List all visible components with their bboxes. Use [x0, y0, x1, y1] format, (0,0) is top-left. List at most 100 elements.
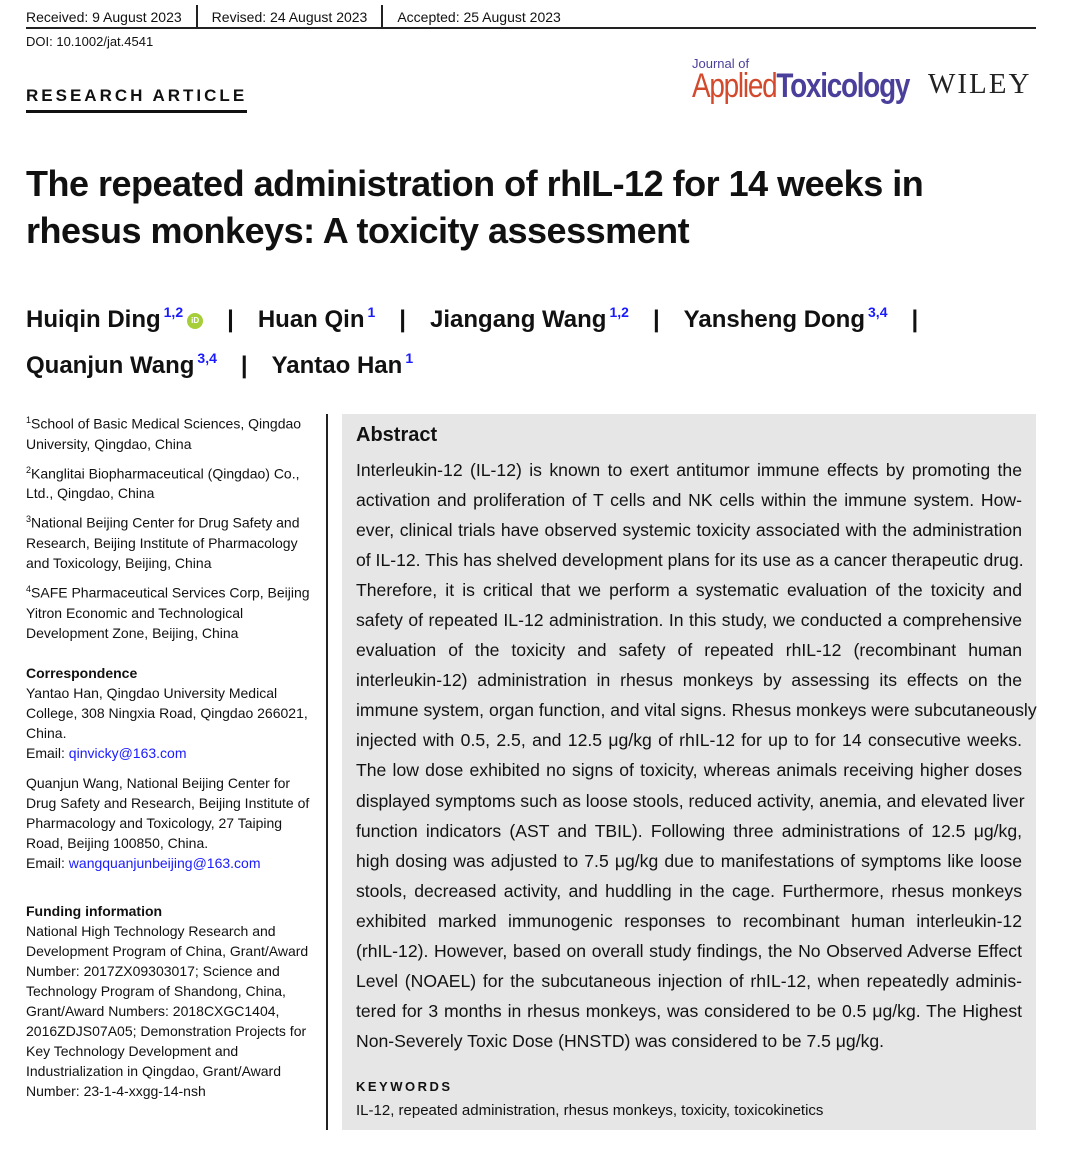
abstract-line: The low dose exhibited no signs of toxic… — [356, 760, 1022, 781]
author-list: Huiqin Ding 1,2iD | Huan Qin 1 | Jiangang Wang… — [26, 293, 1036, 385]
orcid-icon[interactable]: iD — [187, 313, 204, 329]
funding-information: Funding information National High Technol… — [26, 901, 321, 1101]
abstract-line: stools, decreased activity, and huddling… — [356, 880, 1022, 901]
abstract-line: evaluation of the toxicity and safety of… — [356, 640, 1022, 661]
author[interactable]: Jiangang Wang 1,2 — [430, 304, 629, 333]
author[interactable]: Quanjun Wang 3,4 — [26, 350, 217, 379]
affiliation-text: SAFE Pharmaceutical Services Corp, Beiji… — [31, 584, 310, 601]
abstract-line: function indicators (AST and TBIL). Foll… — [356, 820, 1022, 841]
abstract-box: Abstract Interleukin-12 (IL-12) is known… — [342, 414, 1037, 1130]
affiliation-line: and Toxicology, Beijing, China — [26, 553, 321, 573]
author[interactable]: Huiqin Ding 1,2iD — [26, 304, 204, 333]
author-separator: | — [240, 352, 248, 379]
author-affiliation: 3,4 — [868, 304, 888, 320]
affiliation-line: 3National Beijing Center for Drug Safety… — [26, 509, 321, 533]
affiliation-number: 3 — [26, 514, 32, 525]
email-label: Email: — [26, 744, 69, 761]
correspondence-line: Drug Safety and Research, Beijing Instit… — [26, 794, 310, 811]
article-info-column: 1School of Basic Medical Sciences, Qingd… — [26, 410, 321, 1107]
affiliation-text: Development Zone, Beijing, China — [26, 624, 239, 641]
article-title: The repeated administration of rhIL-12 f… — [26, 163, 924, 251]
correspondence-line: Road, Beijing 100850, China. — [26, 834, 209, 851]
affiliation: 2Kanglitai Biopharmaceutical (Qingdao) C… — [26, 460, 321, 504]
affiliation-text: Kanglitai Biopharmaceutical (Qingdao) Co… — [31, 465, 300, 482]
affiliation-line: Development Zone, Beijing, China — [26, 623, 321, 643]
affiliation-number: 2 — [26, 464, 32, 475]
author-separator: | — [227, 306, 234, 333]
affiliation: 3National Beijing Center for Drug Safety… — [26, 509, 321, 573]
publisher-logo: WILEY — [928, 68, 1032, 100]
keywords-heading: KEYWORDS — [356, 1079, 453, 1094]
correspondence-line: China. — [26, 724, 67, 741]
affiliation-line: Ltd., Qingdao, China — [26, 483, 321, 503]
funding-line: Technology Program of Shandong, China, — [26, 982, 286, 999]
funding-line: Development Program of China, Grant/Awar… — [26, 942, 309, 959]
affiliation-line: 4SAFE Pharmaceutical Services Corp, Beij… — [26, 579, 321, 603]
abstract-heading: Abstract — [356, 424, 438, 446]
affiliation-line: 1School of Basic Medical Sciences, Qingd… — [26, 410, 321, 434]
correspondence-entry: Yantao Han, Qingdao University Medical Co… — [26, 683, 321, 763]
journal-logo: Journal of AppliedToxicology — [692, 56, 957, 105]
column-divider — [326, 414, 328, 1130]
author-affiliation: 1,2 — [163, 304, 184, 320]
author-separator: | — [399, 306, 407, 333]
author-name[interactable]: Huan Qin — [257, 306, 365, 333]
author-affiliation: 1,2 — [609, 304, 629, 320]
abstract-line: of IL-12. This has shelved development p… — [356, 550, 1024, 571]
affiliation-line: University, Qingdao, China — [26, 434, 321, 454]
affiliation-text: Yitron Economic and Technological — [26, 604, 244, 621]
received-date: Received: 9 August 2023 — [26, 9, 182, 25]
affiliation-text: School of Basic Medical Sciences, Qingda… — [31, 415, 302, 432]
correspondence-line: College, 308 Ningxia Road, Qingdao 26602… — [26, 704, 308, 721]
funding-line: Grant/Award Numbers: 2018CXGC1404, — [26, 1002, 280, 1019]
author[interactable]: Yantao Han 1 — [271, 350, 414, 379]
funding-line: Industrialization in Qingdao, Grant/Awar… — [26, 1062, 281, 1079]
affiliation-line: Yitron Economic and Technological — [26, 603, 321, 623]
abstract-line: Therefore, it is critical that we perfor… — [356, 580, 1022, 601]
correspondence-entry: Quanjun Wang, National Beijing Center fo… — [26, 773, 321, 873]
funding-line: Number: 23-1-4-xxgg-14-nsh — [26, 1082, 206, 1099]
email-line: Email: qinvicky@163.com — [26, 743, 321, 763]
abstract-line: safety of repeated IL-12 administration.… — [356, 610, 1022, 631]
email-label: Email: — [26, 854, 69, 871]
article-type: RESEARCH ARTICLE — [26, 86, 248, 113]
journal-logo-toxicology: Toxicology — [776, 67, 910, 105]
author-affiliation: 3,4 — [197, 350, 217, 366]
revised-date: Revised: 24 August 2023 — [195, 5, 382, 29]
correspondence-line: Yantao Han, Qingdao University Medical — [26, 684, 278, 701]
keywords: IL-12, repeated administration, rhesus m… — [356, 1102, 824, 1119]
abstract-line: high dosing was adjusted to 7.5 μg/kg du… — [356, 850, 1022, 871]
journal-logo-applied: Applied — [692, 67, 778, 105]
correspondence-heading: Correspondence — [26, 664, 138, 681]
header-divider — [26, 27, 1036, 29]
funding-line: 2016ZDJS07A05; Demonstration Projects fo… — [26, 1022, 307, 1039]
affiliation-line: Research, Beijing Institute of Pharmacol… — [26, 533, 321, 553]
abstract-line: immune system, organ function, and vital… — [356, 700, 1037, 721]
author-name[interactable]: Jiangang Wang — [430, 306, 607, 333]
affiliation-text: Research, Beijing Institute of Pharmacol… — [26, 534, 298, 551]
email-line: Email: wangquanjunbeijing@163.com — [26, 853, 321, 873]
funding-line: Number: 2017ZX09303017; Science and — [26, 962, 280, 979]
affiliation-number: 1 — [26, 415, 32, 425]
author-name[interactable]: Yansheng Dong — [683, 306, 866, 333]
author[interactable]: Huan Qin 1 — [257, 304, 375, 333]
author-name[interactable]: Huiqin Ding — [26, 306, 161, 333]
email-link[interactable]: wangquanjunbeijing@163.com — [68, 854, 261, 871]
affiliation-text: Ltd., Qingdao, China — [26, 485, 155, 502]
accepted-date: Accepted: 25 August 2023 — [381, 5, 574, 29]
affiliation-text: and Toxicology, Beijing, China — [26, 554, 212, 571]
email-link[interactable]: qinvicky@163.com — [68, 744, 187, 761]
abstract-line: displayed symptoms such as loose stools,… — [356, 790, 1025, 811]
abstract-line: (rhIL-12). However, based on overall stu… — [356, 940, 1022, 961]
doi[interactable]: DOI: 10.1002/jat.4541 — [26, 34, 154, 49]
abstract-line: ever, clinical trials have observed syst… — [356, 520, 1022, 541]
author-name[interactable]: Quanjun Wang — [26, 352, 195, 379]
author-separator: | — [652, 306, 660, 333]
author-name[interactable]: Yantao Han — [271, 352, 403, 379]
affiliation-text: National Beijing Center for Drug Safety … — [31, 514, 300, 531]
abstract-line: tered for 3 months in rhesus monkeys, wa… — [356, 1000, 1022, 1021]
abstract-line: Interleukin-12 (IL-12) is known to exert… — [356, 460, 1022, 480]
author-separator: | — [911, 306, 919, 333]
author[interactable]: Yansheng Dong 3,4 — [683, 304, 888, 333]
